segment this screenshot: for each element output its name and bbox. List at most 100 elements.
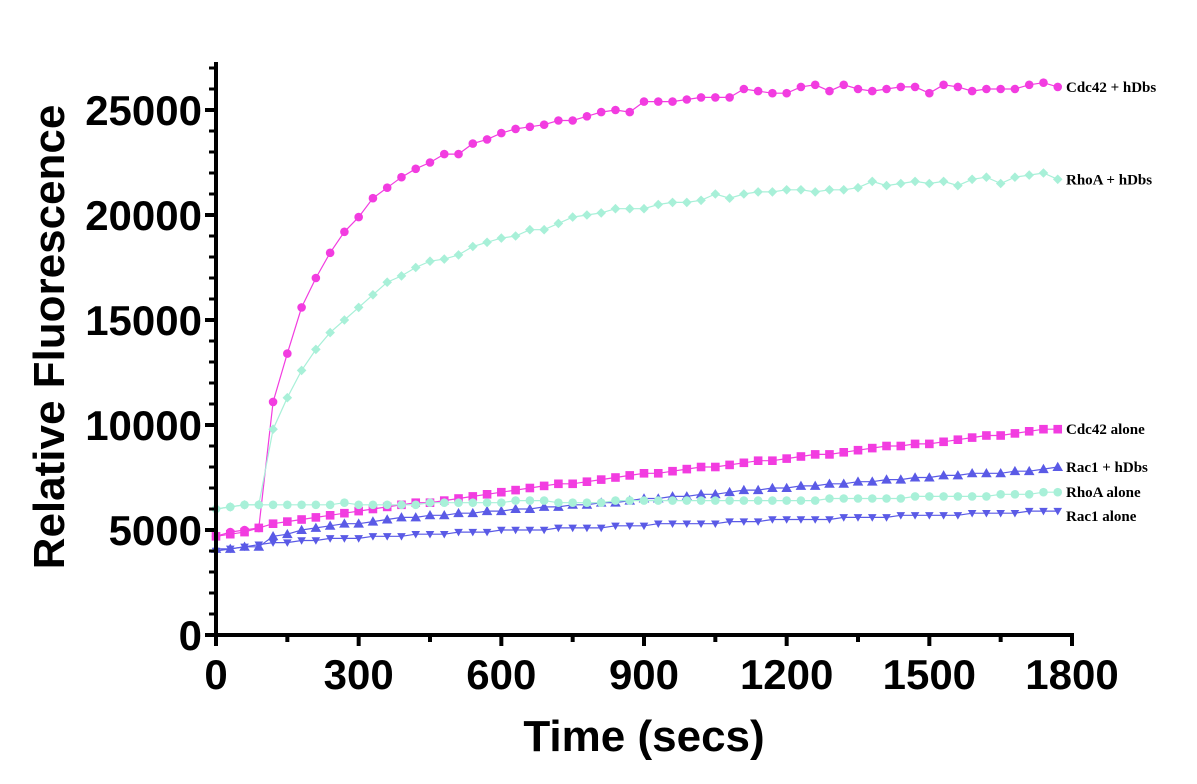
data-point	[453, 250, 464, 260]
data-point	[282, 392, 293, 403]
data-point	[325, 511, 335, 520]
data-point	[910, 176, 920, 187]
data-point	[354, 535, 363, 543]
data-point	[910, 492, 920, 501]
data-point	[767, 187, 778, 197]
data-point	[925, 88, 934, 98]
data-point	[867, 514, 877, 522]
data-point	[768, 516, 777, 524]
data-point	[411, 500, 421, 510]
data-point	[853, 514, 863, 522]
data-point	[768, 496, 777, 505]
data-point	[582, 112, 592, 121]
data-point	[853, 445, 863, 455]
data-point	[882, 84, 891, 94]
data-point	[639, 469, 649, 478]
x-tick-label: 1200	[740, 651, 833, 698]
series-label: RhoA alone	[1066, 485, 1141, 501]
data-point	[497, 487, 506, 497]
data-point	[639, 97, 649, 106]
data-point	[511, 485, 520, 495]
data-point	[254, 500, 264, 510]
data-point	[682, 95, 692, 104]
data-point	[396, 271, 407, 281]
y-tick-label: 10000	[85, 402, 202, 449]
data-point	[839, 494, 849, 503]
data-point	[311, 344, 321, 355]
data-point	[554, 479, 563, 489]
series-line	[215, 82, 1058, 537]
x-axis-title: Time (secs)	[523, 712, 764, 761]
data-point	[254, 541, 264, 549]
data-point	[781, 185, 792, 195]
data-point	[910, 512, 920, 520]
data-point	[339, 315, 350, 325]
series-label: Rac1 + hDbs	[1066, 460, 1148, 476]
series-1	[211, 168, 1063, 514]
data-point	[839, 80, 849, 90]
data-point	[396, 512, 407, 522]
data-point	[996, 84, 1005, 94]
series-0	[211, 78, 1063, 541]
data-point	[938, 470, 949, 480]
data-point	[568, 498, 577, 508]
data-point	[582, 498, 592, 508]
x-tick-label: 300	[324, 651, 394, 698]
data-point	[624, 203, 635, 214]
data-point	[1039, 487, 1048, 497]
label-layer: Cdc42 + hDbs RhoA + hDbs Cdc42 alone Rac1 +…	[1066, 80, 1156, 525]
data-point	[340, 498, 349, 508]
data-point	[496, 233, 507, 243]
data-point	[982, 492, 991, 501]
data-point	[497, 526, 506, 535]
x-tick-label: 0	[204, 651, 227, 698]
y-axis-title: Relative Fluorescence	[25, 105, 74, 570]
data-point	[325, 248, 335, 258]
data-point	[896, 512, 906, 520]
data-point	[554, 524, 563, 533]
data-point	[297, 303, 306, 312]
data-point	[725, 518, 734, 526]
data-point	[739, 496, 749, 505]
data-point	[524, 503, 536, 513]
data-point	[1010, 84, 1020, 94]
data-point	[696, 93, 706, 102]
data-point	[1024, 490, 1034, 499]
data-point	[752, 484, 764, 495]
data-point	[625, 496, 635, 505]
data-point	[382, 500, 392, 510]
data-point	[240, 543, 249, 552]
data-point	[824, 185, 835, 195]
data-point	[881, 180, 892, 191]
data-point	[682, 197, 692, 208]
data-point	[1024, 80, 1034, 90]
data-point	[382, 183, 392, 192]
data-point	[268, 424, 278, 434]
data-point	[1052, 174, 1063, 185]
data-point	[353, 518, 364, 528]
data-point	[539, 496, 549, 505]
data-point	[240, 500, 249, 510]
data-point	[953, 435, 963, 444]
data-point	[625, 471, 635, 480]
data-point	[925, 439, 934, 449]
data-point	[567, 212, 578, 222]
data-point	[924, 472, 935, 482]
data-point	[425, 530, 435, 539]
y-tick-label: 25000	[85, 87, 202, 134]
data-point	[782, 454, 791, 463]
data-point	[825, 494, 834, 503]
data-point	[796, 496, 806, 505]
data-point	[925, 512, 934, 520]
data-point	[995, 178, 1006, 189]
data-point	[297, 515, 306, 524]
data-point	[1024, 427, 1034, 436]
data-point	[639, 522, 649, 531]
data-point	[324, 520, 336, 530]
data-point	[725, 93, 734, 102]
data-point	[510, 231, 521, 241]
data-point	[596, 208, 606, 218]
data-point	[439, 498, 449, 508]
data-point	[710, 189, 721, 199]
